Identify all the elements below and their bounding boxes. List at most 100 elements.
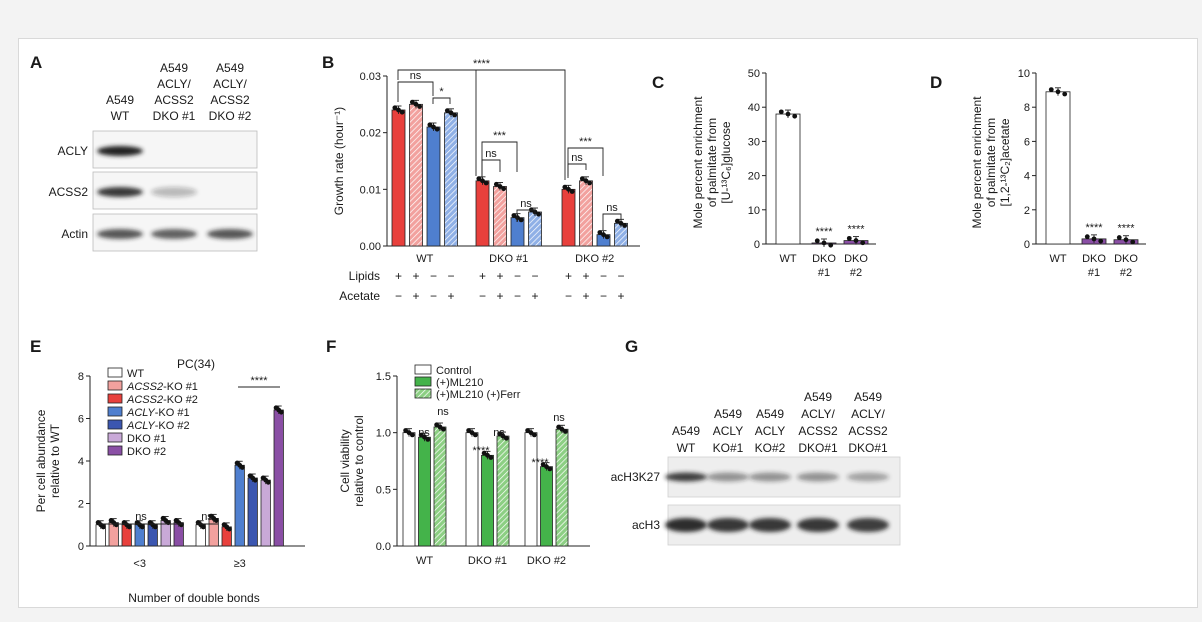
- panel-e-x-tick-label: <3: [133, 558, 146, 570]
- panel-f-y-axis-label-line: Cell viability: [338, 429, 352, 492]
- panel-g-lane-label: DKO#1: [798, 441, 838, 455]
- panel-g-lane-label: KO#2: [755, 441, 786, 455]
- panel-b-data-point: [409, 99, 415, 105]
- panel-g-band: [797, 518, 839, 532]
- panel-f-significance: ns: [553, 412, 565, 424]
- panel-e-x-axis-label: Number of double bonds: [128, 591, 259, 605]
- panel-f-significance: ns: [437, 406, 449, 418]
- panel-e-bar: [247, 477, 258, 547]
- panel-c-data-point: [846, 235, 852, 241]
- panel-e-data-point: [265, 479, 271, 485]
- panel-b-data-point: [434, 126, 440, 132]
- panel-e-legend-label: DKO #1: [127, 433, 166, 445]
- panel-f-data-point: [562, 429, 568, 434]
- panel-b-data-point: [392, 105, 398, 111]
- panel-b-chart: 0.00 0.01 0.02 0.03 Growth rate (hour⁻¹) WT + +…: [332, 58, 640, 303]
- panel-e-y-axis-label-line: Per cell abundance: [34, 409, 48, 512]
- panel-e-data-point: [139, 524, 145, 530]
- panel-c-significance: ****: [815, 226, 833, 238]
- panel-e-data-point: [278, 409, 284, 415]
- panel-c-y-axis-label-line: Mole percent enrichment: [691, 96, 705, 229]
- panel-f-y-tick-label: 1.0: [376, 428, 391, 440]
- panel-e-data-point: [213, 518, 219, 523]
- panel-b-star3-2-bracket: [567, 147, 604, 178]
- panel-d-chart: 0 2 4 6 8 10 Mole percent enrichmentof palmita…: [970, 68, 1146, 279]
- panel-f-bar: [433, 426, 447, 547]
- panel-d-y-tick-label: 0: [1024, 239, 1030, 251]
- panel-g-lane-label: A549: [756, 407, 784, 421]
- panel-f-data-point: [547, 466, 553, 472]
- panel-b-lipids-sign: −: [617, 269, 624, 283]
- panel-b-acetate-sign: −: [514, 289, 521, 303]
- panel-label-a: A: [30, 53, 42, 72]
- panel-e-bar: [273, 409, 284, 547]
- panel-g-band: [665, 518, 707, 532]
- panel-d-y-tick-label: 6: [1024, 136, 1030, 148]
- panel-a-lane-label: WT: [111, 109, 130, 123]
- panel-a-lane-label: DKO #1: [153, 109, 196, 123]
- panel-e-data-point: [252, 477, 258, 483]
- panel-b-bar: [561, 188, 576, 247]
- panel-f-data-point: [409, 432, 415, 438]
- panel-b-data-point: [497, 184, 503, 189]
- panel-b-bar: [426, 126, 441, 247]
- panel-a-row-label: ACLY: [58, 144, 88, 158]
- panel-a-lane-label: A549: [106, 93, 134, 107]
- panel-g-lane-label: ACLY/: [801, 407, 835, 421]
- panel-label-g: G: [625, 337, 638, 356]
- panel-b-data-point: [569, 189, 575, 194]
- panel-a-band: [97, 229, 143, 239]
- panel-f-x-tick-label: DKO #1: [468, 555, 507, 567]
- panel-d-data-point: [1130, 239, 1136, 245]
- panel-g-band: [665, 472, 707, 482]
- panel-b-bar: [579, 180, 593, 247]
- panel-b-y-tick-label: 0.01: [360, 184, 381, 196]
- panel-a-band: [97, 187, 143, 197]
- panel-d-data-point: [1098, 238, 1104, 244]
- panel-b-data-point: [480, 178, 485, 184]
- panel-c-data-point: [860, 240, 866, 246]
- panel-g-row-label: acH3: [632, 518, 660, 532]
- panel-e-legend-label: WT: [127, 368, 144, 380]
- panel-a-band: [151, 229, 197, 239]
- panel-g-lane-label: ACSS2: [798, 424, 838, 438]
- panel-c-data-point: [785, 111, 791, 117]
- panel-b-lipids-sign: +: [395, 269, 402, 283]
- panel-label-d: D: [930, 73, 942, 92]
- panel-d-significance: ****: [1117, 223, 1135, 235]
- panel-a-band: [151, 187, 197, 197]
- panel-b-star3-2-significance: ***: [579, 136, 593, 148]
- panel-g-band: [847, 518, 889, 532]
- panel-a-band: [207, 229, 253, 239]
- panel-e-legend-suffix: -KO #2: [155, 420, 190, 432]
- panel-g-lane-label: WT: [677, 441, 696, 455]
- panel-e-legend-swatch: [107, 393, 123, 404]
- panel-b-ns-5-significance: ns: [606, 202, 618, 214]
- panel-b-acetate-sign: −: [395, 289, 402, 303]
- panel-b-data-point: [614, 218, 620, 224]
- panel-d-x-tick-label: #2: [1120, 267, 1132, 279]
- panel-d-data-point: [1084, 234, 1090, 240]
- panel-b-acetate-sign: +: [582, 289, 589, 303]
- panel-f-significance: ****: [472, 445, 490, 457]
- panel-b-ns-1-significance: ns: [410, 70, 422, 82]
- panel-b-data-point: [597, 230, 603, 235]
- panel-e-title: PC(34): [177, 357, 215, 371]
- panel-f-bar: [418, 436, 431, 547]
- panel-b-x-tick-label: WT: [416, 253, 433, 265]
- panel-label-e: E: [30, 337, 41, 356]
- panel-f-chart: 0.0 0.5 1.0 1.5 Cell viabilityrelative to co…: [338, 364, 590, 567]
- panel-b-data-point: [501, 186, 507, 192]
- panel-d-y-tick-label: 8: [1024, 102, 1030, 114]
- panel-e-data-point: [200, 524, 206, 530]
- panel-e-chart: 0 2 4 6 8 Per cell abundancerelative to WT PC(…: [34, 357, 305, 605]
- panel-b-data-point: [566, 186, 571, 192]
- panel-b-data-point: [618, 220, 624, 226]
- panel-e-x-tick-label: ≥3: [234, 558, 246, 570]
- panel-b-star3-1-significance: ***: [493, 130, 507, 142]
- panel-a-lane-label: A549: [160, 61, 188, 75]
- panel-g-lane-label: ACSS2: [848, 424, 888, 438]
- panel-c-y-tick-label: 10: [748, 205, 760, 217]
- panel-b-lipids-sign: +: [582, 269, 589, 283]
